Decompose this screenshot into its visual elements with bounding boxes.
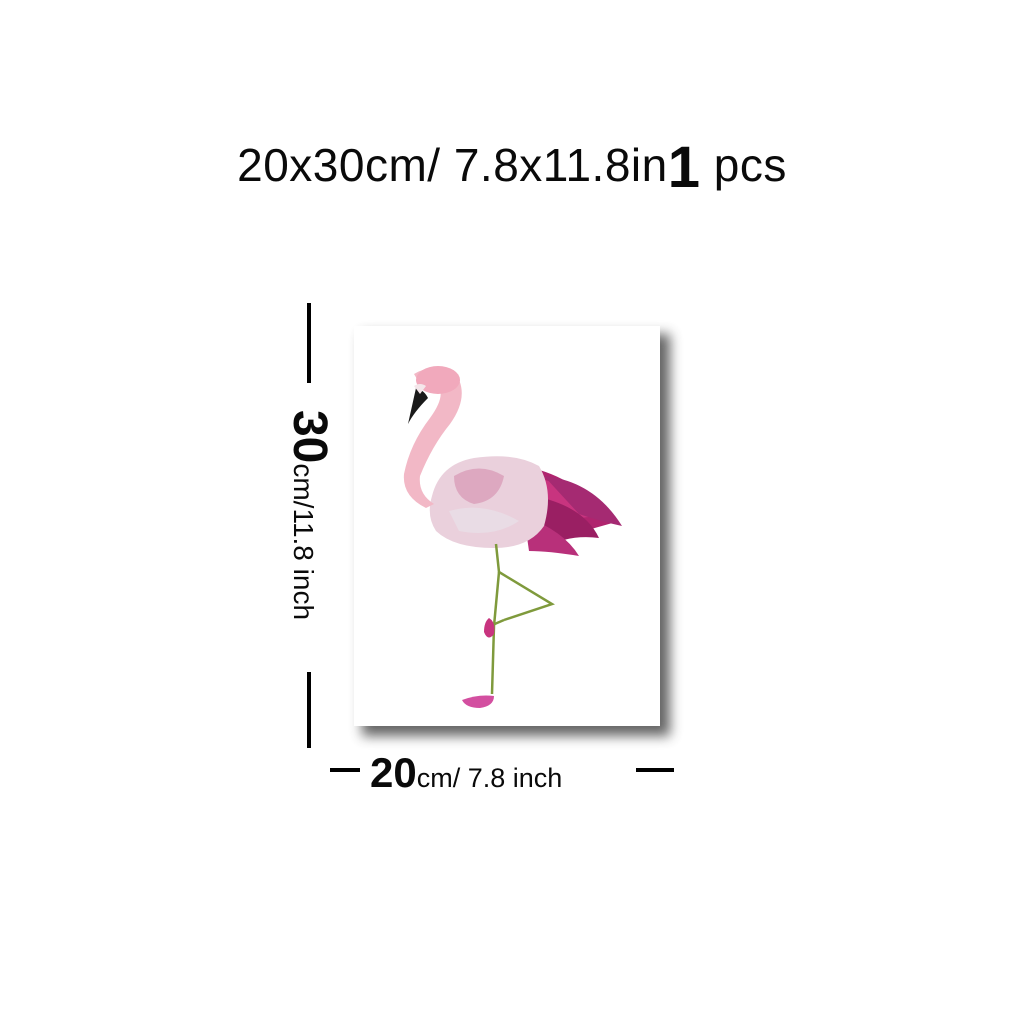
height-dimension-line-bottom: [307, 672, 311, 748]
height-dimension-label: 30cm/11.8 inch: [283, 409, 336, 621]
quantity-unit: pcs: [713, 139, 787, 191]
flamingo-neck: [403, 368, 462, 508]
flamingo-head: [416, 366, 460, 394]
flamingo-icon: [403, 366, 622, 708]
width-dimension-line-left: [330, 768, 360, 772]
flamingo-beak: [408, 388, 428, 424]
width-dimension-label: 20cm/ 7.8 inch: [370, 752, 562, 794]
flamingo-foot: [462, 695, 494, 708]
width-unit: cm/ 7.8 inch: [416, 763, 563, 793]
flamingo-raised-foot: [484, 618, 495, 638]
height-unit: cm/11.8 inch: [288, 463, 319, 621]
quantity-number: 1: [667, 135, 701, 200]
height-value: 30: [283, 409, 336, 464]
height-dimension-line-top: [307, 303, 311, 383]
flamingo-legs: [489, 543, 555, 695]
size-quantity-title: 20x30cm/ 7.8x11.8in1 pcs: [0, 128, 1024, 200]
width-dimension-line-right: [636, 768, 674, 772]
artwork-frame: [354, 326, 660, 726]
size-text: 20x30cm/ 7.8x11.8in: [237, 139, 668, 191]
width-value: 20: [370, 749, 417, 796]
